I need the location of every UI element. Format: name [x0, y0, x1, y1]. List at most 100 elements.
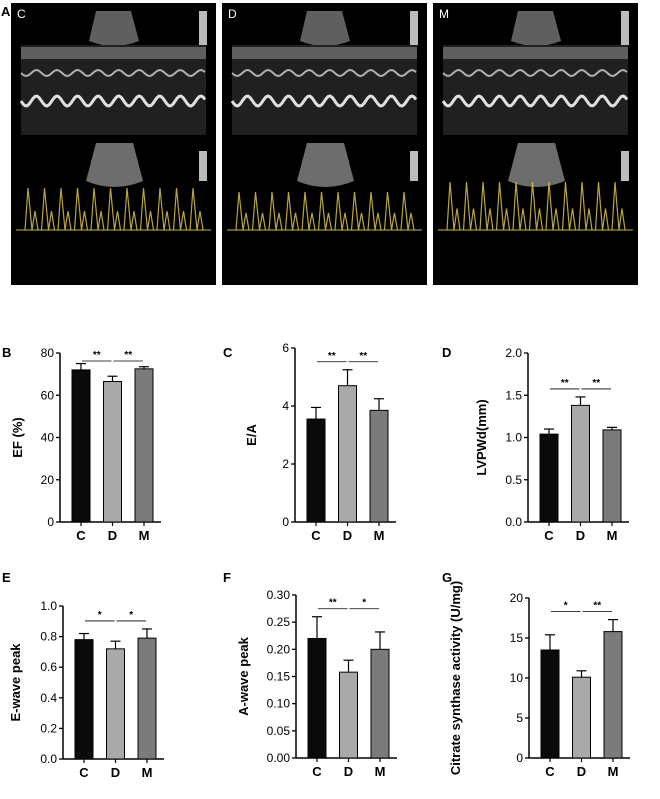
significance-label: **: [124, 350, 132, 361]
x-tick-label: C: [79, 765, 89, 780]
y-tick-label: 0.25: [267, 615, 291, 629]
m-mode-image: [441, 45, 629, 135]
bar: [74, 639, 94, 760]
y-tick-label: 0.2: [40, 721, 57, 735]
bar: [106, 648, 125, 760]
x-tick-label: M: [374, 528, 385, 543]
panel-label-a: A: [1, 4, 11, 19]
chart-lvpwd: D 0.0 0.5 1.0 1.5 2.0 LVPWd(mm) C D M ** **: [442, 345, 629, 543]
y-tick-label: 20: [510, 591, 524, 605]
echo-panel-label: M: [439, 7, 449, 21]
y-tick-label: 0: [47, 515, 54, 529]
grayscale-bar: [621, 151, 629, 181]
bar: [339, 671, 358, 759]
y-tick-label: 6: [282, 341, 289, 355]
y-tick-label: 0.0: [40, 752, 57, 766]
echo-panel-label: C: [17, 7, 26, 21]
significance-label: **: [329, 598, 337, 609]
x-tick-label: C: [545, 764, 555, 779]
y-tick-label: 80: [41, 346, 55, 360]
y-tick-label: 0.5: [505, 473, 522, 487]
m-mode-image: [19, 45, 207, 135]
bar: [602, 429, 622, 523]
panel-label: D: [442, 345, 451, 360]
significance-label: **: [359, 351, 367, 362]
chart-a-wave-peak: F 0.00 0.05 0.10 0.15 0.20 0.25 0.30 A-wave peak…: [223, 570, 397, 779]
sector-thumbnail: [508, 143, 565, 187]
bar: [540, 649, 560, 759]
significance-label: **: [593, 601, 601, 612]
chart-e-a-ratio: C 0 2 4 6 E/A C D M ** **: [223, 341, 396, 543]
y-tick-label: 1.5: [505, 388, 522, 402]
y-tick-label: 20: [41, 473, 55, 487]
bar: [572, 676, 591, 759]
y-tick-label: 2.0: [505, 346, 522, 360]
y-tick-label: 0.8: [40, 630, 57, 644]
grayscale-bar: [410, 11, 418, 45]
x-tick-label: M: [142, 765, 153, 780]
y-tick-label: 60: [41, 388, 55, 402]
echo-image: [16, 11, 211, 231]
y-axis-label: A-wave peak: [236, 636, 251, 716]
sector-thumbnail: [297, 143, 354, 187]
y-axis-label: Citrate synthase activity (U/mg): [448, 581, 463, 775]
chart-citrate-synthase: G 0 5 10 15 20 Citrate synthase activity (U/mg…: [442, 570, 630, 779]
y-tick-label: 1.0: [40, 599, 57, 613]
doppler-waveform: [438, 181, 633, 231]
x-tick-label: D: [343, 528, 352, 543]
panel-label: E: [2, 570, 11, 585]
sector-thumbnail: [300, 11, 350, 46]
y-tick-label: 0.20: [267, 642, 291, 656]
y-axis-label: LVPWd(mm): [474, 399, 489, 475]
sector-thumbnail: [86, 143, 143, 187]
y-tick-label: 1.0: [505, 431, 522, 445]
significance-label: **: [561, 378, 569, 389]
bar: [370, 648, 390, 759]
m-mode-image: [230, 45, 418, 135]
grayscale-bar: [199, 151, 207, 181]
x-tick-label: D: [576, 528, 585, 543]
bar: [369, 409, 389, 523]
y-tick-label: 0: [282, 515, 289, 529]
x-tick-label: C: [312, 764, 322, 779]
echo-image: [438, 11, 633, 231]
panel-label: G: [442, 570, 452, 585]
y-axis-label: E/A: [244, 424, 259, 446]
echo-panel-diabetic: D: [222, 3, 427, 285]
doppler-waveform: [16, 187, 211, 231]
y-axis-label: EF (%): [10, 417, 25, 457]
x-tick-label: C: [544, 528, 554, 543]
echo-image: [227, 11, 422, 231]
bar: [306, 418, 326, 523]
chart-e-wave-peak: E 0.0 0.2 0.4 0.6 0.8 1.0 E-wave peak C D M * *: [2, 570, 164, 780]
y-tick-label: 0.4: [40, 691, 57, 705]
grayscale-bar: [621, 11, 629, 45]
panel-label: C: [223, 345, 233, 360]
bar: [338, 385, 357, 523]
bar: [571, 404, 590, 523]
significance-label: **: [93, 350, 101, 361]
y-tick-label: 0.15: [267, 670, 291, 684]
sector-thumbnail: [89, 11, 139, 46]
bar: [137, 637, 157, 760]
y-tick-label: 0.10: [267, 697, 291, 711]
significance-label: **: [328, 351, 336, 362]
panel-label: F: [223, 570, 231, 585]
significance-label: *: [98, 610, 102, 621]
chart-ef: B 0 20 40 60 80 EF (%) C D M ** **: [2, 345, 161, 543]
significance-label: *: [564, 601, 568, 612]
y-tick-label: 0.6: [40, 660, 57, 674]
grayscale-bar: [199, 11, 207, 45]
y-tick-label: 0.30: [267, 588, 291, 602]
x-tick-label: D: [111, 765, 120, 780]
bar: [134, 368, 154, 523]
significance-label: *: [129, 610, 133, 621]
y-tick-label: 0.05: [267, 724, 291, 738]
y-axis-label: E-wave peak: [8, 643, 23, 722]
echo-panel-treated: M: [433, 3, 638, 285]
x-tick-label: D: [108, 528, 117, 543]
y-tick-label: 40: [41, 431, 55, 445]
y-tick-label: 15: [510, 631, 524, 645]
y-tick-label: 0.0: [505, 515, 522, 529]
bar: [71, 369, 91, 523]
